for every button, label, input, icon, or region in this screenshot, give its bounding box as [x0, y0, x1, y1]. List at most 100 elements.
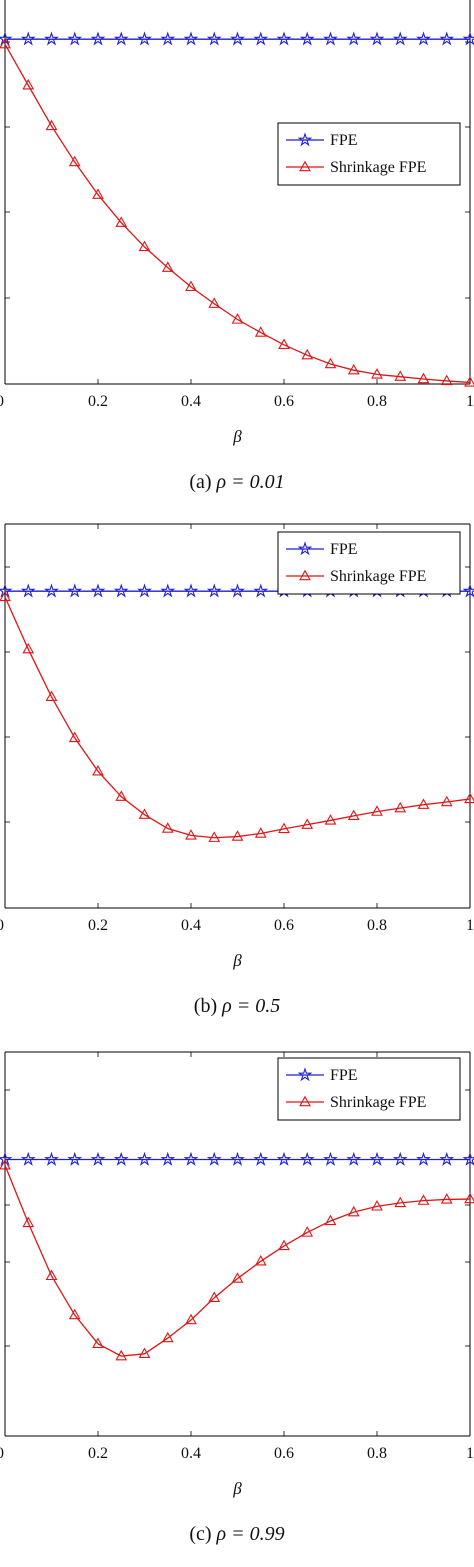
shrinkage-fpe-point — [0, 590, 11, 602]
shrinkage-fpe-point — [185, 829, 197, 840]
shrinkage-fpe-point — [464, 792, 474, 804]
fpe-point — [462, 1151, 474, 1166]
legend-entry: FPE — [330, 1067, 358, 1084]
shrinkage-fpe-point — [347, 1205, 360, 1217]
caption-label: (a) — [189, 471, 216, 493]
shrinkage-fpe-point — [278, 1239, 290, 1251]
shrinkage-fpe-point — [324, 814, 337, 825]
fpe-point — [90, 31, 106, 46]
x-tick-label: 0 — [0, 917, 4, 934]
legend: FPE Shrinkage FPE — [277, 531, 461, 595]
shrinkage-fpe-point — [301, 348, 314, 360]
shrinkage-fpe-point — [161, 822, 174, 833]
legend-marker — [297, 132, 313, 147]
fpe-point — [369, 1151, 385, 1166]
shrinkage-fpe-point — [464, 376, 474, 387]
shrinkage-fpe-point — [208, 297, 221, 308]
shrinkage-fpe-point — [440, 1193, 453, 1204]
shrinkage-fpe-point — [22, 642, 35, 654]
shrinkage-fpe-point — [161, 1331, 174, 1343]
x-tick-label: 0.4 — [181, 1445, 201, 1462]
x-tick-label: 0.2 — [88, 917, 108, 934]
shrinkage-fpe-point — [68, 155, 81, 167]
fpe-point — [0, 1151, 13, 1166]
fpe-point — [160, 31, 176, 46]
fpe-point — [206, 1151, 222, 1166]
shrinkage-fpe-point — [115, 216, 128, 227]
shrinkage-fpe-point — [138, 1347, 151, 1359]
x-tick-label: 1 — [466, 393, 474, 410]
legend-marker — [297, 1067, 313, 1082]
shrinkage-fpe-point — [440, 795, 453, 807]
x-tick-label: 0.2 — [88, 1445, 108, 1462]
shrinkage-fpe-point — [208, 831, 221, 842]
fpe-point — [439, 31, 455, 46]
legend-marker — [299, 160, 311, 172]
fpe-point — [323, 1151, 338, 1166]
shrinkage-fpe-point — [324, 357, 337, 369]
x-tick-label: 0.6 — [274, 917, 294, 934]
fpe-point — [346, 31, 362, 46]
fpe-point — [253, 31, 269, 46]
shrinkage-fpe-point — [440, 374, 453, 386]
fpe-point — [276, 31, 292, 46]
fpe-point — [183, 31, 199, 46]
x-tick-label: 0.8 — [367, 393, 387, 410]
fpe-point — [113, 31, 129, 46]
shrinkage-fpe-point — [115, 1349, 128, 1361]
shrinkage-fpe-point — [92, 764, 104, 776]
shrinkage-fpe-point — [115, 790, 128, 801]
fpe-point — [137, 31, 152, 46]
shrinkage-fpe-point — [231, 1272, 244, 1283]
fpe-point — [113, 1151, 129, 1166]
shrinkage-fpe-point — [417, 798, 430, 809]
fpe-point — [0, 31, 13, 46]
x-tick-label: 0 — [0, 393, 4, 410]
series-line-shrinkage-fpe — [4, 596, 471, 839]
shrinkage-fpe-point — [301, 1226, 314, 1237]
legend-entry: Shrinkage FPE — [330, 568, 426, 585]
fpe-point — [20, 31, 36, 46]
shrinkage-fpe-point — [161, 261, 174, 272]
shrinkage-fpe-point — [68, 1308, 81, 1320]
shrinkage-fpe-point — [394, 370, 407, 381]
fpe-point — [299, 31, 315, 46]
shrinkage-fpe-point — [92, 1337, 104, 1349]
caption-label: (c) — [189, 1523, 216, 1545]
chart-panel-3: 0 0.2 0.4 0.6 0.8 1 β FPE Shrinkage FPE (c) ρ = 0… — [0, 1051, 474, 1545]
shrinkage-fpe-point — [92, 188, 104, 199]
shrinkage-fpe-point — [371, 805, 383, 816]
x-tick-label: 0.6 — [274, 393, 294, 410]
fpe-point — [462, 583, 474, 598]
legend-marker — [297, 541, 313, 556]
fpe-point — [253, 1151, 269, 1166]
legend-entry: Shrinkage FPE — [330, 159, 426, 176]
legend: FPE Shrinkage FPE — [277, 1057, 461, 1121]
fpe-point — [206, 31, 222, 46]
fpe-point — [230, 583, 245, 598]
fpe-point — [20, 583, 36, 598]
shrinkage-fpe-point — [371, 1200, 383, 1211]
figure-caption: (a) ρ = 0.01 — [189, 471, 284, 493]
shrinkage-fpe-point — [138, 240, 151, 252]
fpe-point — [183, 1151, 199, 1166]
fpe-point — [113, 583, 129, 598]
fpe-point — [137, 583, 152, 598]
x-tick-label: 0.4 — [181, 917, 201, 934]
shrinkage-fpe-point — [394, 1196, 407, 1208]
fpe-point — [299, 1151, 315, 1166]
shrinkage-fpe-point — [208, 1291, 221, 1302]
x-tick-label: 0.4 — [181, 393, 201, 410]
shrinkage-fpe-point — [45, 119, 58, 131]
shrinkage-fpe-point — [0, 37, 11, 49]
legend-box — [277, 1057, 461, 1121]
x-tick-label: 1 — [466, 1445, 474, 1462]
shrinkage-fpe-point — [231, 830, 244, 841]
fpe-point — [44, 1151, 59, 1166]
fpe-point — [20, 1151, 36, 1166]
fpe-point — [392, 1151, 408, 1166]
legend-entry: Shrinkage FPE — [330, 1094, 426, 1111]
fpe-point — [160, 1151, 176, 1166]
shrinkage-fpe-point — [278, 822, 290, 834]
fpe-point — [346, 1151, 362, 1166]
